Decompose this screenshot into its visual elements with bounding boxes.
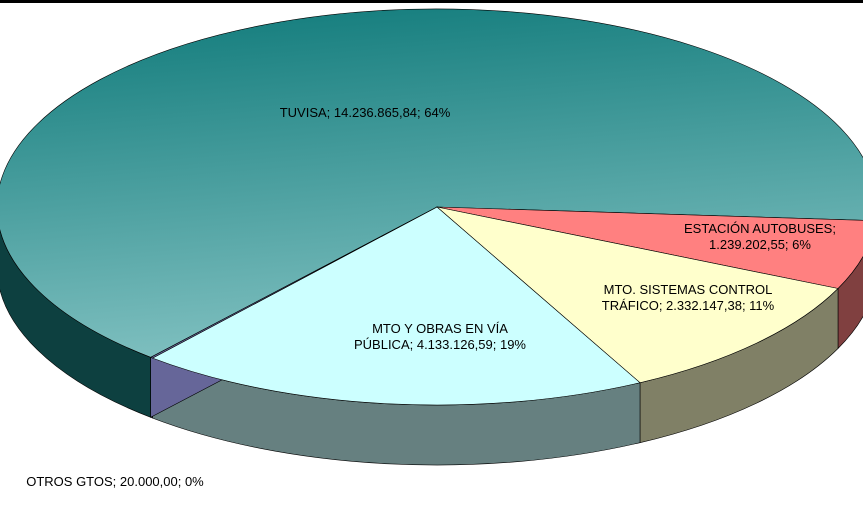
slice — [151, 206, 641, 406]
slice — [436, 206, 863, 289]
data-label: ESTACIÓN AUTOBUSES; 1.239.202,55; 6% — [684, 221, 836, 252]
data-label: OTROS GTOS; 20.000,00; 0% — [26, 474, 204, 489]
data-label: TUVISA; 14.236.865,84; 64% — [279, 105, 451, 120]
slice — [149, 206, 438, 359]
top-border — [0, 0, 863, 3]
slice — [435, 206, 839, 384]
slice — [0, 8, 863, 358]
data-label: MTO Y OBRAS EN VÍA PÚBLICA; 4.133.126,59… — [353, 321, 526, 352]
data-label: MTO. SISTEMAS CONTROL TRÁFICO; 2.332.147… — [601, 282, 775, 313]
